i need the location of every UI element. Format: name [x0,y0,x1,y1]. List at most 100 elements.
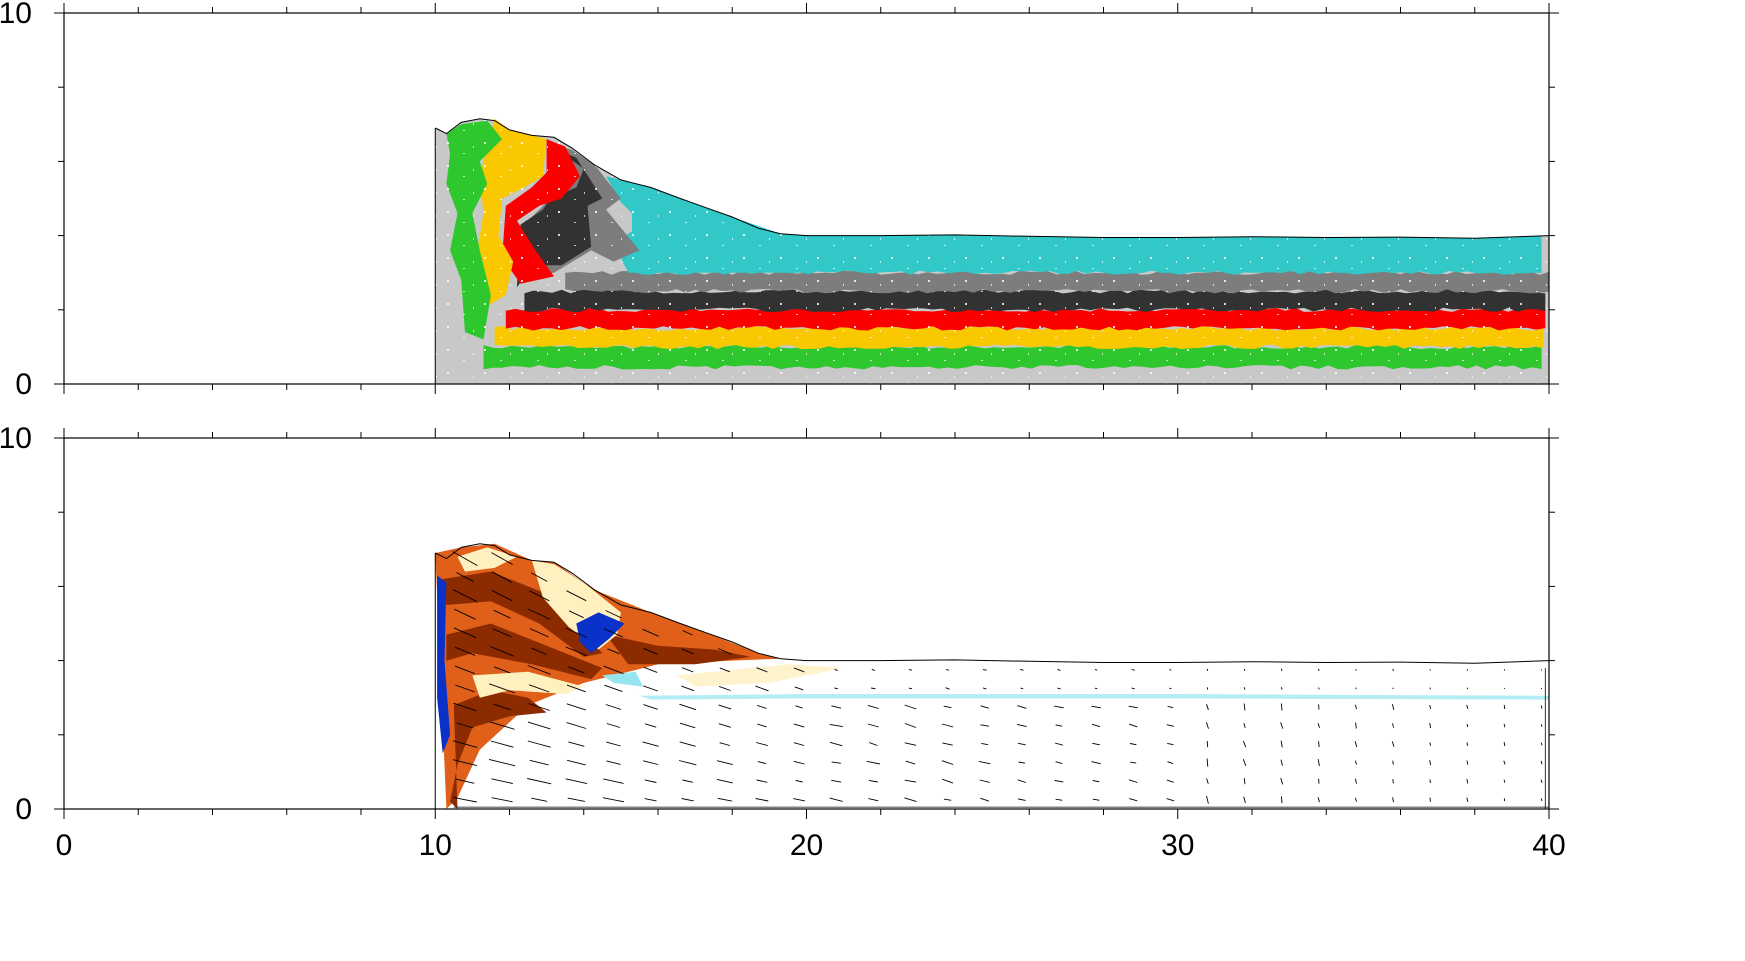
velocity-vector [1280,703,1283,711]
velocity-vector [904,723,917,728]
velocity-vector [1054,742,1064,746]
velocity-vector [1092,780,1100,783]
velocity-vector [642,760,659,765]
velocity-vector [681,648,694,655]
velocity-vector [606,741,621,747]
velocity-vector [529,759,549,766]
bottom-plot-area [434,543,1549,809]
velocity-vector [493,703,511,711]
band-high-4 [606,634,751,665]
velocity-vector [1243,687,1246,690]
x-tick-label: 0 [56,829,73,862]
velocity-vector [946,668,950,671]
velocity-vector [908,687,913,690]
velocity-vector [1354,797,1357,802]
velocity-vector [1166,724,1174,727]
velocity-vector [831,779,842,783]
velocity-vector [490,646,514,657]
velocity-vector [565,627,588,638]
velocity-vector [1503,704,1506,710]
velocity-vector [529,628,549,638]
velocity-vector [1057,668,1061,671]
y-tick-label: 10 [0,0,32,30]
velocity-vector [603,628,624,638]
velocity-vector [716,760,733,766]
velocity-vector [1392,797,1394,803]
velocity-vector [717,797,732,802]
velocity-vector [793,760,805,765]
velocity-vector [1018,798,1026,801]
velocity-vector [1429,722,1432,729]
velocity-vector [1206,704,1209,710]
surface-line-bottom [435,543,1549,664]
x-tick-label: 40 [1532,829,1565,862]
velocity-vector [1091,723,1101,728]
velocity-vector [1317,723,1321,728]
bottom-tick-labels: 0 10 0 10 20 30 40 [0,422,1566,862]
velocity-vector [1503,723,1506,728]
velocity-vector [871,668,876,671]
velocity-vector [1280,740,1283,748]
velocity-vector [904,779,917,783]
velocity-vector [1243,796,1246,804]
velocity-vector [795,779,803,783]
velocity-vector [603,665,624,675]
velocity-vector [1166,798,1175,802]
velocity-vector [643,685,658,692]
velocity-vector [1092,742,1100,746]
velocity-vector [829,723,843,728]
velocity-vector [755,685,769,692]
velocity-vector [528,608,551,620]
band-high-1 [442,571,603,657]
velocity-vector [643,647,658,655]
velocity-vector [1355,722,1357,729]
bottom-panel: 0 10 0 10 20 30 40 [0,422,1566,862]
velocity-vector [1129,798,1138,802]
velocity-vector [982,687,987,690]
velocity-vector [978,760,991,765]
y-tick-label: 0 [15,368,32,401]
velocity-vector [1091,705,1101,709]
velocity-vector [566,590,587,602]
velocity-vector [1167,761,1174,765]
velocity-vector [831,761,841,764]
velocity-vector [1206,795,1209,804]
velocity-vector [1466,797,1469,803]
velocity-vector [455,684,475,693]
velocity-vector [719,667,731,673]
velocity-vector [1466,687,1469,690]
velocity-vector [682,630,693,636]
velocity-vector [566,759,586,766]
velocity-vector [566,722,587,729]
velocity-vector [527,778,552,785]
velocity-vector [1131,668,1135,671]
velocity-vector [455,778,475,784]
velocity-vector [1169,669,1172,671]
velocity-vector [1055,761,1063,765]
velocity-vector [834,668,838,671]
velocity-vector [1280,759,1283,766]
velocity-vector [1466,723,1469,728]
velocity-vector [793,798,805,802]
velocity-vector [793,667,805,673]
velocity-vector [531,647,548,655]
zone-low-2 [457,547,517,572]
velocity-vector [1391,741,1395,747]
velocity-vector [866,760,880,765]
zone-slight-negative-2 [602,671,644,687]
velocity-vector [1391,704,1395,710]
velocity-vector [644,779,657,783]
velocity-vector [678,760,697,766]
top-plot-area [434,118,1549,384]
velocity-vector [757,761,767,765]
velocity-vector [491,590,513,602]
velocity-vector [1466,760,1469,765]
velocity-vector [755,798,769,802]
velocity-vector [681,667,694,673]
velocity-vector [980,797,990,802]
velocity-vector [831,705,842,709]
velocity-vector [904,797,917,803]
velocity-vector [493,609,511,619]
velocity-vector [941,778,954,784]
velocity-vector [454,665,476,675]
